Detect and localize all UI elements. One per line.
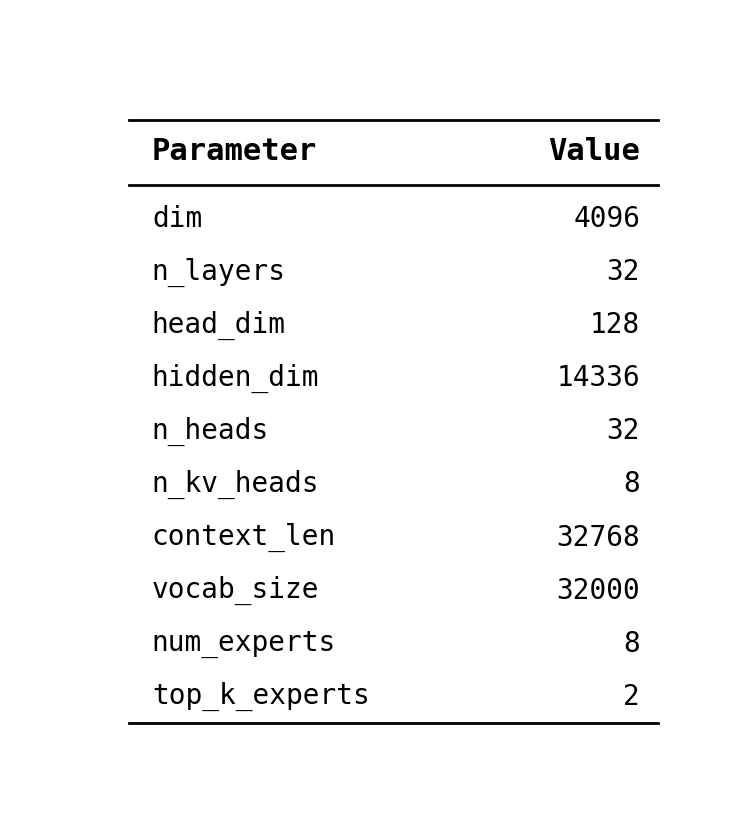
Text: 4096: 4096: [573, 205, 640, 233]
Text: 2: 2: [623, 683, 640, 711]
Text: num_experts: num_experts: [152, 630, 336, 658]
Text: 32000: 32000: [556, 576, 640, 605]
Text: vocab_size: vocab_size: [152, 576, 320, 606]
Text: Parameter: Parameter: [152, 137, 317, 166]
Text: context_len: context_len: [152, 523, 336, 552]
Text: n_heads: n_heads: [152, 416, 269, 446]
Text: n_layers: n_layers: [152, 257, 286, 287]
Text: hidden_dim: hidden_dim: [152, 364, 320, 393]
Text: n_kv_heads: n_kv_heads: [152, 470, 320, 499]
Text: 32768: 32768: [556, 523, 640, 551]
Text: 128: 128: [590, 311, 640, 339]
Text: 14336: 14336: [556, 364, 640, 392]
Text: 32: 32: [607, 258, 640, 286]
Text: 8: 8: [623, 630, 640, 658]
Text: 8: 8: [623, 471, 640, 498]
Text: top_k_experts: top_k_experts: [152, 682, 370, 711]
Text: 32: 32: [607, 417, 640, 446]
Text: Value: Value: [548, 137, 640, 166]
Text: head_dim: head_dim: [152, 311, 286, 340]
Text: dim: dim: [152, 205, 202, 233]
